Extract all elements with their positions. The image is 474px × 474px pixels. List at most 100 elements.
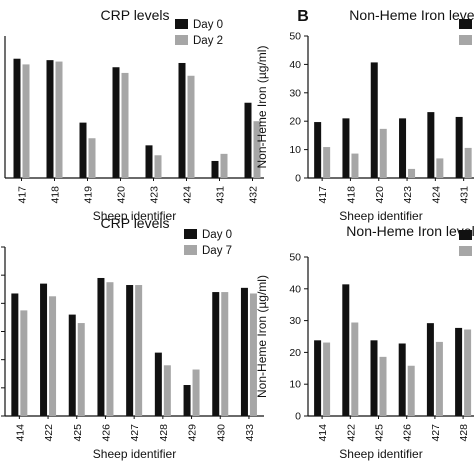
x-axis-label: Sheep identifier <box>93 447 176 461</box>
bar <box>121 72 129 178</box>
bar <box>253 121 261 178</box>
bar <box>426 323 434 416</box>
bar <box>436 158 444 178</box>
bar <box>154 155 162 178</box>
legend-swatch <box>459 35 472 45</box>
legend-swatch <box>175 35 188 45</box>
x-tick-label: 430 <box>215 424 227 442</box>
bar <box>464 329 472 416</box>
legend-swatch <box>459 246 472 256</box>
bar <box>11 293 19 416</box>
bar <box>221 292 229 416</box>
legend-label: Day 7 <box>202 245 232 257</box>
bar <box>249 293 257 416</box>
x-tick-label: 419 <box>83 186 95 204</box>
x-tick-label: 417 <box>317 186 329 204</box>
bar <box>435 341 443 416</box>
bar <box>408 168 416 178</box>
bar <box>342 118 350 178</box>
bar <box>351 153 359 178</box>
x-tick-label: 426 <box>402 424 414 442</box>
bar <box>342 284 350 416</box>
legend-label: Day 2 <box>193 35 223 47</box>
y-tick-label: 0 <box>295 173 301 185</box>
bar <box>55 61 63 179</box>
chart-iron-day2: B Non-Heme Iron levels 0 10 20 30 40 50 Non-Heme… <box>255 7 474 223</box>
x-tick-label: 414 <box>317 424 329 442</box>
x-tick-label: 423 <box>402 186 414 204</box>
x-tick-label: 427 <box>430 424 442 442</box>
x-tick-label: 418 <box>345 186 357 204</box>
bar <box>379 128 387 178</box>
bar <box>135 285 143 416</box>
x-tick-label: 428 <box>458 424 470 442</box>
y-tick-label: 50 <box>289 252 301 264</box>
chart-crp-day7: CRP levels020406080100120414422425426427… <box>1 215 264 461</box>
x-tick-label: 422 <box>345 424 357 442</box>
bar <box>323 147 331 178</box>
bar <box>407 365 415 416</box>
bar <box>323 342 331 416</box>
chart-title: Non-Heme Iron levels <box>346 223 474 239</box>
x-tick-label: 426 <box>100 424 112 442</box>
chart-iron-day7: Non-Heme Iron levels 0 10 20 30 40 50 Non-Heme … <box>255 223 474 461</box>
panel-letter: B <box>297 8 309 25</box>
x-axis-label: Sheep identifier <box>339 447 422 461</box>
legend-swatch <box>175 19 188 29</box>
bar <box>370 340 378 416</box>
bar <box>379 356 387 416</box>
bar <box>220 153 228 178</box>
y-tick-label: 30 <box>289 87 301 99</box>
x-tick-label: 420 <box>374 186 386 204</box>
legend: Day 0 Day 7 <box>184 229 232 257</box>
bar <box>68 314 76 416</box>
x-axis-label: Sheep identifier <box>93 209 176 223</box>
x-tick-label: 431 <box>215 186 227 204</box>
bar <box>192 369 200 416</box>
bar <box>79 122 87 178</box>
bar <box>40 283 48 416</box>
bar <box>399 118 407 178</box>
bar <box>20 310 28 416</box>
legend-swatch <box>184 229 197 239</box>
x-tick-label: 427 <box>129 424 141 442</box>
bar <box>187 75 195 178</box>
bar <box>106 282 114 416</box>
x-tick-label: 423 <box>149 186 161 204</box>
y-tick-label: 40 <box>289 283 301 295</box>
bar <box>126 285 134 416</box>
legend-swatch <box>459 230 472 240</box>
x-tick-label: 417 <box>17 186 29 204</box>
x-tick-label: 425 <box>72 424 84 442</box>
legend-swatch <box>184 245 197 255</box>
legend-label: Day 0 <box>202 229 232 241</box>
x-tick-label: 424 <box>182 186 194 204</box>
y-tick-label: 20 <box>289 347 301 359</box>
x-tick-label: 433 <box>244 424 256 442</box>
y-tick-label: 0 <box>295 411 301 423</box>
bar <box>240 287 248 416</box>
x-tick-label: 428 <box>158 424 170 442</box>
bar <box>455 327 463 416</box>
x-tick-label: 425 <box>374 424 386 442</box>
bar <box>427 112 435 178</box>
bar <box>145 145 153 178</box>
bar <box>22 64 30 178</box>
bar <box>49 296 57 416</box>
bar <box>154 352 162 416</box>
y-tick-label: 30 <box>289 315 301 327</box>
y-tick-label: 10 <box>289 379 301 391</box>
bar <box>351 322 359 416</box>
bar <box>183 385 191 416</box>
bar <box>370 62 378 178</box>
chart-title: CRP levels <box>101 7 170 23</box>
y-tick-label: 50 <box>289 31 301 43</box>
bar <box>88 138 96 178</box>
bar <box>77 323 85 416</box>
x-tick-label: 414 <box>14 424 26 442</box>
chart-crp-day2: CRP levels 417 418 419 420 423 424 431 432 Sheep … <box>4 7 264 223</box>
bar <box>314 122 322 178</box>
